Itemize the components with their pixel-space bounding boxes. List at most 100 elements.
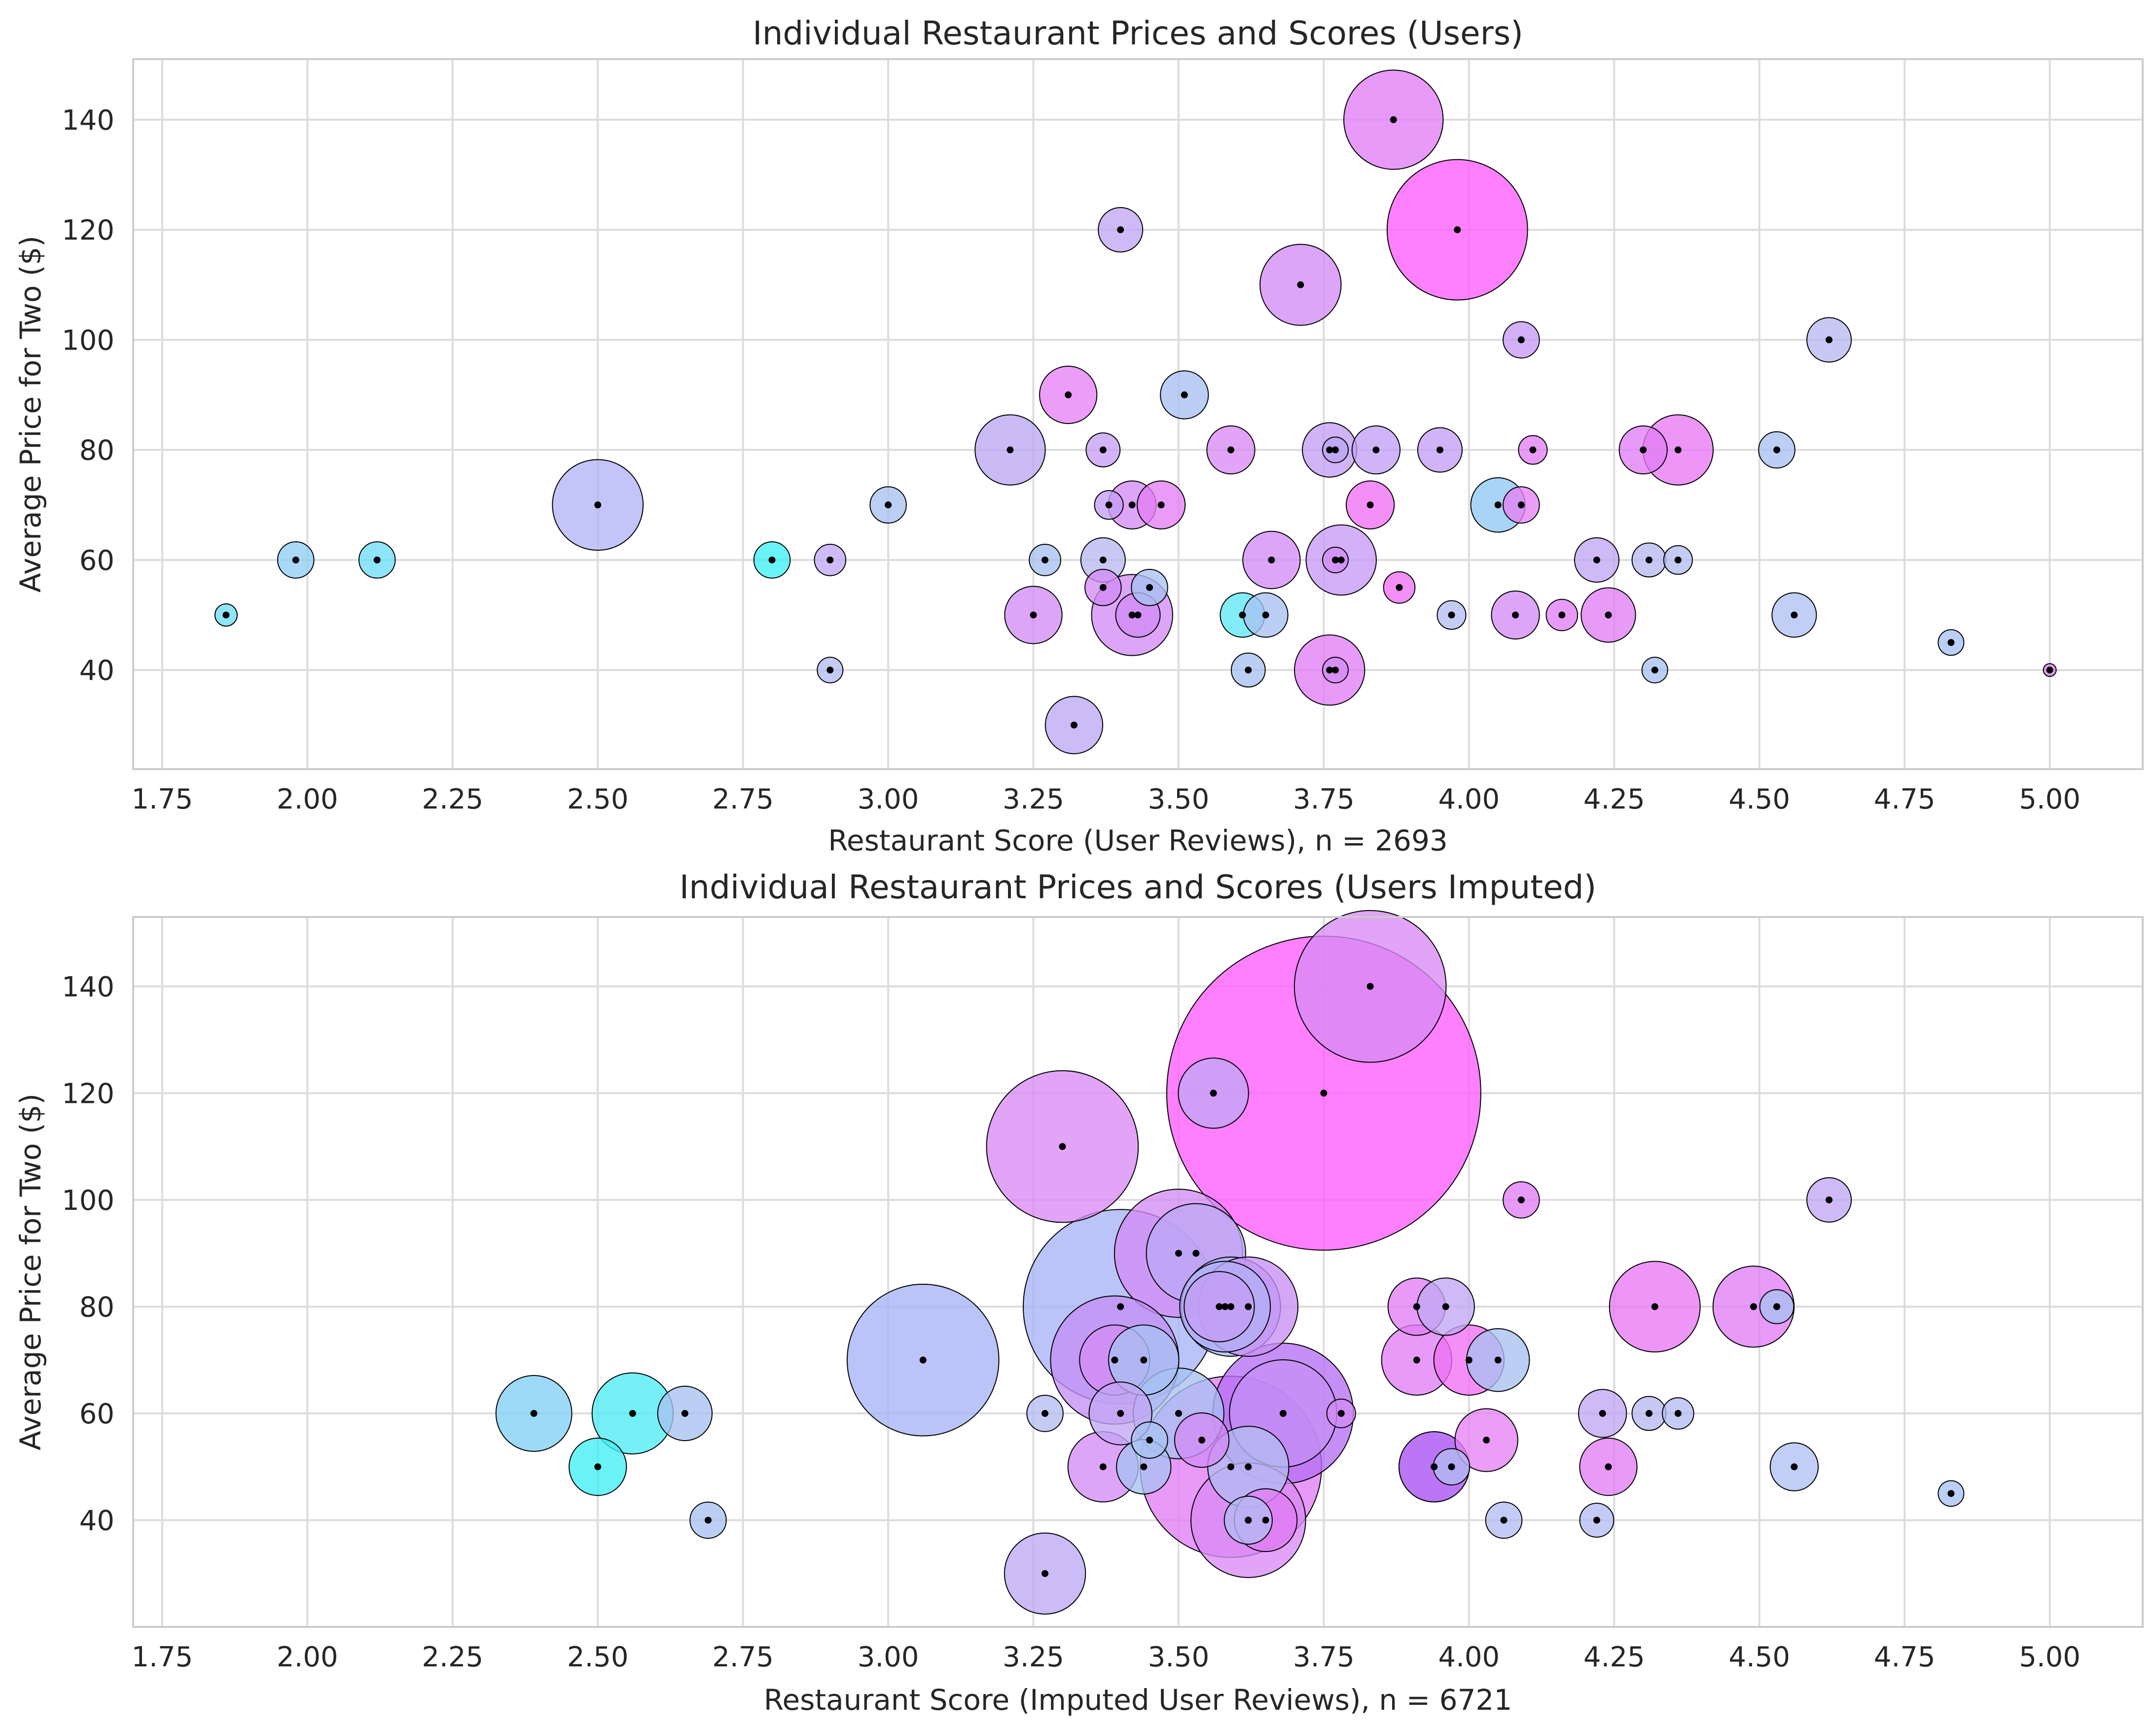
data-point-center	[681, 1410, 688, 1417]
x-tick-label: 2.75	[712, 783, 774, 815]
data-point-center	[1674, 1410, 1682, 1417]
data-point-center	[1593, 556, 1600, 564]
bottom-scatter-panel: 1.75 2.00 2.25 2.50 2.75 3.00 3.25 3.50 3.75 4.00…	[14, 868, 2144, 1717]
data-point-center	[292, 556, 299, 564]
y-tick-label: 60	[79, 1398, 114, 1430]
data-point-center	[1494, 1356, 1502, 1364]
data-point-center	[1227, 1303, 1234, 1310]
data-point-center	[1436, 446, 1443, 454]
y-tick-label: 80	[79, 435, 114, 467]
data-point-center	[1042, 1410, 1049, 1417]
chart-title: Individual Restaurant Prices and Scores …	[680, 868, 1597, 906]
y-tick-label: 140	[62, 105, 114, 137]
y-tick-label: 100	[62, 324, 114, 356]
data-point-center	[1175, 1410, 1182, 1417]
data-point-center	[1494, 501, 1502, 509]
data-point-center	[919, 1356, 927, 1364]
data-point-center	[1245, 1516, 1252, 1524]
data-point-center	[1210, 1090, 1217, 1097]
x-tick-label: 3.50	[1148, 783, 1210, 815]
data-point-center	[1442, 1303, 1449, 1310]
data-point-center	[1512, 611, 1519, 619]
data-point-center	[1128, 611, 1136, 619]
data-point-center	[1517, 336, 1525, 344]
x-tick-label: 3.00	[858, 783, 919, 815]
data-point-center	[1605, 1463, 1612, 1471]
data-point-center	[1431, 1463, 1438, 1471]
data-point-center	[1791, 611, 1798, 619]
x-tick-label: 1.75	[132, 783, 193, 815]
data-point-center	[1465, 1356, 1473, 1364]
data-point-center	[1331, 667, 1339, 674]
data-point-center	[1448, 1463, 1455, 1471]
data-point-center	[1413, 1303, 1420, 1310]
x-tick-label: 3.25	[1003, 1641, 1064, 1673]
data-point-center	[1605, 611, 1612, 619]
data-point-center	[885, 501, 892, 509]
data-point-center	[1651, 667, 1658, 674]
data-point-center	[1372, 446, 1380, 454]
y-tick-label: 120	[62, 1078, 114, 1110]
data-point-center	[1674, 556, 1682, 564]
data-point-center	[1750, 1303, 1757, 1310]
x-tick-label: 2.50	[567, 783, 629, 815]
data-point-center	[1099, 1463, 1107, 1471]
x-tick-label: 2.50	[567, 1641, 629, 1673]
plot-frame	[132, 58, 2144, 770]
x-tick-label: 2.25	[422, 1641, 483, 1673]
data-point-center	[1192, 1250, 1200, 1257]
data-point-center	[1239, 611, 1246, 619]
y-tick-label: 40	[79, 655, 114, 687]
plot-frame	[132, 916, 2144, 1628]
data-point-center	[1674, 446, 1682, 454]
x-tick-label: 3.00	[858, 1641, 919, 1673]
x-tick-label: 2.00	[277, 1641, 338, 1673]
data-point-center	[1337, 556, 1345, 564]
data-point-center	[768, 556, 776, 564]
x-tick-label: 4.25	[1583, 1641, 1645, 1673]
data-point-center	[1366, 501, 1374, 509]
data-point-center	[1454, 226, 1461, 234]
data-point-center	[1245, 667, 1252, 674]
data-point-center	[2046, 667, 2053, 674]
x-tick-label: 4.75	[1874, 783, 1936, 815]
data-point-center	[1413, 1356, 1420, 1364]
data-point-center	[1331, 446, 1339, 454]
data-point-center	[1791, 1463, 1798, 1471]
data-point-center	[1006, 446, 1014, 454]
x-tick-label: 2.00	[277, 783, 338, 815]
data-point-center	[1268, 556, 1275, 564]
data-point-center	[704, 1516, 712, 1524]
data-point-center	[1947, 639, 1955, 646]
data-point-center	[1099, 556, 1107, 564]
data-point-center	[1070, 721, 1078, 729]
data-point-center	[1140, 1356, 1148, 1364]
data-point-center	[1128, 501, 1136, 509]
data-point-center	[1517, 501, 1525, 509]
x-tick-label: 4.50	[1728, 1641, 1790, 1673]
data-point-center	[1826, 1196, 1833, 1203]
data-point-center	[594, 1463, 602, 1471]
data-point-center	[1326, 667, 1333, 674]
y-tick-label: 60	[79, 545, 114, 577]
data-point-center	[1117, 1410, 1124, 1417]
data-point-center	[826, 556, 834, 564]
data-point-center	[222, 611, 230, 619]
data-point-center	[1500, 1516, 1508, 1524]
data-point-center	[1558, 611, 1566, 619]
x-tick-label: 2.75	[712, 1641, 774, 1673]
data-point-center	[1483, 1437, 1490, 1444]
data-point-center	[1157, 501, 1165, 509]
x-tick-label: 3.25	[1003, 783, 1064, 815]
data-point-center	[1245, 1303, 1252, 1310]
x-tick-label: 4.00	[1438, 783, 1500, 815]
data-point-center	[1105, 501, 1113, 509]
data-point-center	[1640, 446, 1647, 454]
data-point-center	[826, 667, 834, 674]
data-point-center	[1227, 1463, 1234, 1471]
data-point-center	[1134, 611, 1142, 619]
x-tick-label: 5.00	[2019, 1641, 2081, 1673]
data-point-center	[1198, 1437, 1206, 1444]
